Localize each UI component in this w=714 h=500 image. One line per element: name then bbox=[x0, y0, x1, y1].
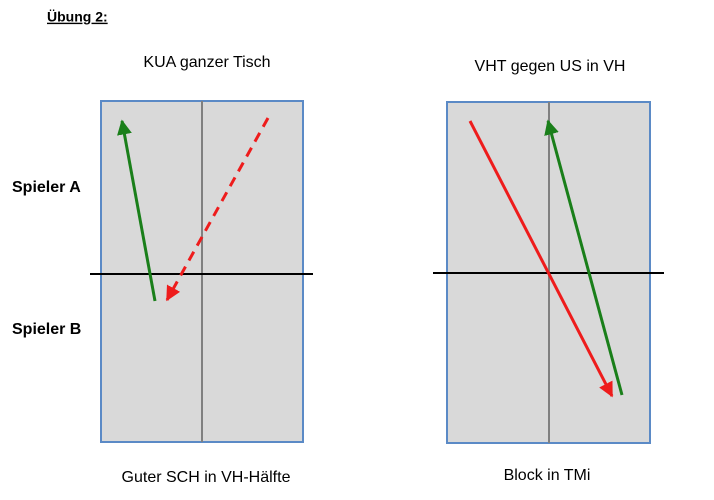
arrow bbox=[468, 120, 614, 398]
table-title: KUA ganzer Tisch bbox=[143, 54, 270, 71]
player-label: Spieler B bbox=[12, 321, 81, 338]
table-caption: Guter SCH in VH-Hälfte bbox=[122, 469, 291, 486]
table-caption: Block in TMi bbox=[504, 467, 591, 484]
arrow bbox=[165, 117, 270, 302]
heading: Übung 2: bbox=[47, 9, 108, 25]
table-left: KUA ganzer Tisch Guter SCH in VH-Hälfte bbox=[90, 54, 313, 486]
arrow bbox=[544, 119, 624, 396]
arrow bbox=[117, 119, 157, 302]
player-label: Spieler A bbox=[12, 179, 81, 196]
table-title: VHT gegen US in VH bbox=[475, 58, 626, 75]
table-right: VHT gegen US in VH Block in TMi bbox=[433, 58, 664, 484]
